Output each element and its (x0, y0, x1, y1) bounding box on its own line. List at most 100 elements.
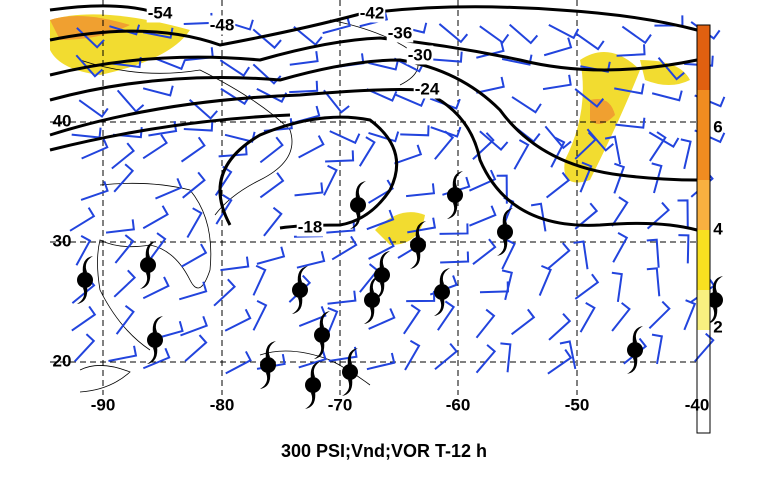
wind-barb (256, 246, 286, 265)
longitude-label: -70 (328, 395, 353, 414)
wind-barb (400, 125, 430, 137)
wind-barb (611, 271, 623, 303)
wind-barb (183, 120, 214, 132)
wind-barb (429, 97, 461, 110)
wind-barb (155, 321, 184, 340)
wind-barb (574, 88, 605, 108)
colorbar-label: 2 (713, 317, 722, 336)
wind-barb (678, 234, 690, 264)
wind-barb (543, 37, 573, 57)
wind-barb (147, 232, 167, 263)
wind-barb (579, 302, 596, 333)
wind-barb (224, 308, 252, 332)
wind-barb (574, 32, 605, 51)
wind-barb (259, 172, 285, 199)
wind-barb (542, 74, 572, 91)
wind-barb (294, 182, 324, 197)
colorbar-segment (697, 230, 710, 290)
wind-barb (501, 238, 516, 270)
wind-barb (323, 164, 338, 196)
wind-barb (263, 206, 283, 237)
wind-barb (114, 234, 135, 264)
storm-eye (140, 257, 156, 273)
longitude-label: -90 (91, 395, 116, 414)
wind-barb (69, 207, 96, 232)
wind-barb (155, 178, 183, 200)
storm-arm (497, 208, 513, 256)
wind-barb (405, 183, 436, 198)
wind-barb (623, 337, 648, 365)
contour (49, 113, 399, 230)
colorbar (696, 24, 711, 434)
wind-barb (651, 162, 663, 194)
wind-barb (113, 269, 137, 298)
storm-eye (260, 357, 276, 373)
wind-barb (550, 136, 566, 168)
wind-barb (289, 51, 319, 66)
wind-barb (220, 256, 250, 272)
wind-barb (215, 194, 233, 225)
storm-eye (364, 292, 380, 308)
wind-barb (366, 88, 398, 102)
storm-symbol (627, 326, 643, 374)
storm-arm (410, 221, 426, 269)
wind-barb (328, 346, 358, 362)
longitude-label: -40 (685, 395, 710, 414)
wind-barb (476, 40, 505, 59)
wind-barb (684, 55, 714, 67)
colorbar-frame (696, 24, 711, 434)
wind-barb (366, 209, 395, 231)
wind-barb (559, 340, 577, 370)
contour-label: -24 (415, 79, 440, 98)
map-title: 300 PSI;Vnd;VOR T-12 h (281, 441, 487, 461)
wind-barb (547, 348, 573, 375)
storm-symbol (707, 276, 723, 324)
wind-barb (178, 281, 208, 301)
shaded-area (50, 16, 130, 40)
storm-symbol (77, 256, 93, 304)
wind-barb (469, 205, 497, 227)
wind-barb (298, 135, 325, 159)
colorbar-segment (697, 25, 710, 90)
wind-barb (511, 96, 542, 114)
wind-barb (469, 169, 497, 192)
storm-arm (292, 266, 308, 314)
wind-barb (694, 332, 715, 363)
wind-barb (71, 305, 97, 332)
wind-barb (108, 345, 138, 362)
wind-barb (548, 24, 580, 40)
wind-barb (323, 89, 350, 114)
storm-symbol (292, 266, 308, 314)
latitude-label: 30 (53, 231, 72, 250)
storm-symbol (350, 181, 366, 229)
label-background (358, 3, 386, 23)
wind-barb (142, 347, 171, 370)
wind-barb (188, 99, 218, 120)
storm-arm (342, 348, 358, 396)
wind-barb (326, 220, 356, 234)
wind-barb (368, 236, 395, 260)
storm-eye (292, 282, 308, 298)
storm-arm (260, 341, 276, 389)
storm-arm (314, 311, 330, 359)
longitude-label: -60 (446, 395, 471, 414)
wind-barb (579, 161, 593, 193)
wind-barb (289, 80, 319, 94)
wind-barb (651, 333, 664, 365)
storm-symbol (364, 276, 380, 324)
latitude-label: 40 (53, 111, 72, 130)
wind-barb (298, 306, 327, 327)
colorbar-segment (697, 180, 710, 230)
wind-barb (368, 59, 399, 71)
wind-barb (475, 344, 497, 374)
wind-barb (142, 27, 174, 39)
storm-eye (350, 197, 366, 213)
label-background (386, 23, 414, 43)
storm-symbol (434, 268, 450, 316)
wind-barb (298, 349, 327, 369)
wind-barb (180, 136, 206, 163)
wind-barb (479, 130, 509, 151)
wind-barb (545, 171, 571, 199)
wind-barb (403, 304, 421, 335)
